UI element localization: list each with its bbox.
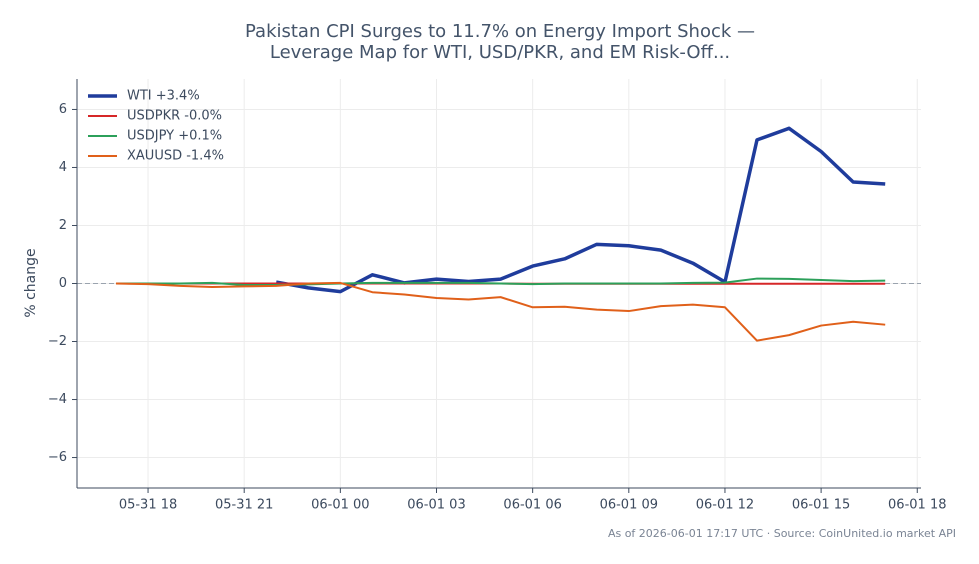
x-tick-label: 06-01 03	[407, 498, 465, 513]
y-tick-label: −4	[48, 392, 67, 407]
legend-label: USDJPY +0.1%	[127, 129, 222, 144]
x-tick-label: 05-31 18	[119, 498, 177, 513]
x-tick-label: 06-01 18	[888, 498, 946, 513]
x-tick-label: 06-01 09	[600, 498, 658, 513]
series-line	[115, 277, 886, 286]
y-tick-label: −6	[48, 450, 67, 465]
chart-title: Pakistan CPI Surges to 11.7% on Energy I…	[245, 21, 755, 42]
y-tick-label: 6	[59, 102, 67, 117]
x-tick-label: 06-01 15	[792, 498, 850, 513]
chart-title: Leverage Map for WTI, USD/PKR, and EM Ri…	[270, 42, 730, 63]
y-tick-label: 4	[59, 160, 67, 175]
legend-label: XAUUSD -1.4%	[127, 149, 224, 164]
series-line	[275, 126, 886, 294]
x-tick-label: 06-01 00	[311, 498, 369, 513]
series-line	[115, 281, 886, 342]
y-tick-label: −2	[48, 334, 67, 349]
y-tick-label: 2	[59, 218, 67, 233]
legend-label: WTI +3.4%	[127, 89, 200, 104]
y-tick-label: 0	[59, 276, 67, 291]
footer: As of 2026-06-01 17:17 UTC · Source: Coi…	[608, 527, 956, 540]
x-tick-label: 05-31 21	[215, 498, 273, 513]
y-axis-label: % change	[23, 248, 39, 317]
legend-label: USDPKR -0.0%	[127, 109, 222, 124]
x-tick-label: 06-01 06	[503, 498, 561, 513]
x-tick-label: 06-01 12	[696, 498, 754, 513]
